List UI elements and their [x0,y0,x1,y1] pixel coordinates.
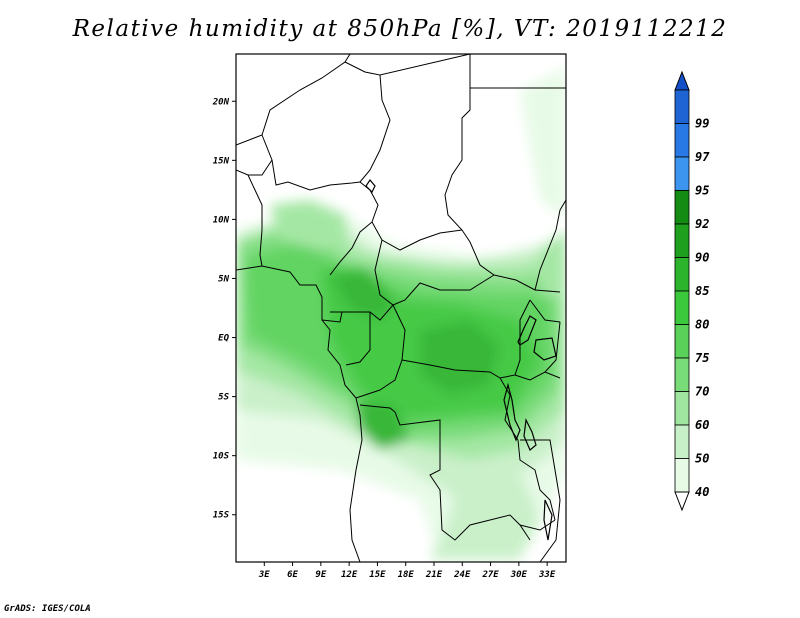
colorbar-segment [674,223,690,258]
rh-90-region-c [355,400,410,450]
lon-tick-label: 33E [538,570,556,580]
colorbar: 99 97 95 92 90 85 80 75 70 60 50 40 [674,70,710,512]
latitude-axis: 20N 15N 10N 5N EQ 5S 10S 15S [212,97,236,521]
lon-tick-label: 27E [481,570,499,580]
lat-tick-label: 20N [212,97,230,107]
lon-tick-label: 24E [453,570,471,580]
colorbar-segment [674,391,690,426]
lon-tick-label: 15E [369,570,386,580]
lon-tick-label: 30E [510,570,528,580]
credit-label: GrADS: IGES/COLA [4,604,91,614]
lakes [365,178,557,541]
colorbar-level-label: 90 [695,251,709,265]
lat-tick-label: 5N [218,274,229,284]
map-frame [235,53,567,563]
colorbar-level-label: 50 [695,452,709,466]
lon-tick-label: 18E [398,570,415,580]
colorbar-segment [674,357,690,392]
lon-tick-label: 21E [425,570,443,580]
colorbar-segment [674,290,690,325]
colorbar-level-label: 95 [695,184,709,198]
lat-tick-label: 15N [213,156,230,166]
colorbar-segment [674,89,690,124]
colorbar-level-label: 40 [695,485,709,499]
colorbar-segment [674,324,690,359]
colorbar-segment [674,257,690,292]
lat-tick-label: 10N [213,215,230,225]
colorbar-level-label: 80 [695,318,709,332]
colorbar-segment [674,424,690,459]
lat-tick-label: 15S [213,511,230,521]
rh-40-region-ne [520,60,566,220]
colorbar-level-label: 97 [695,150,710,164]
colorbar-segment [674,458,690,493]
lon-tick-label: 6E [287,570,298,580]
colorbar-segment [674,190,690,225]
rh-90-region-b [420,320,500,395]
longitude-axis: 3E 6E 9E 12E 15E 18E 21E 24E 27E 30E 33E [258,562,556,580]
colorbar-level-label: 60 [695,418,709,432]
colorbar-segment [674,156,690,191]
colorbar-level-label: 75 [695,351,709,365]
rh-90-region [330,270,395,320]
lon-tick-label: 9E [315,570,326,580]
colorbar-level-label: 70 [695,385,709,399]
humidity-field [236,60,566,560]
lon-tick-label: 3E [258,570,270,580]
country-borders [236,54,566,562]
colorbar-level-label: 92 [695,217,709,231]
colorbar-segment [674,123,690,158]
colorbar-top-arrow [674,70,690,91]
colorbar-bottom-arrow [674,491,690,512]
rh-60-region-east [540,230,566,300]
lon-tick-label: 12E [341,570,358,580]
chart-title: Relative humidity at 850hPa [%], VT: 201… [72,16,728,42]
colorbar-level-label: 99 [695,117,709,131]
rh-50-region-south [450,470,540,560]
colorbar-level-label: 85 [695,284,709,298]
rh-60-region-north [270,200,350,250]
lat-tick-label: 5S [218,393,229,403]
lat-tick-label: 10S [213,452,230,462]
lat-tick-label: EQ [218,334,229,344]
